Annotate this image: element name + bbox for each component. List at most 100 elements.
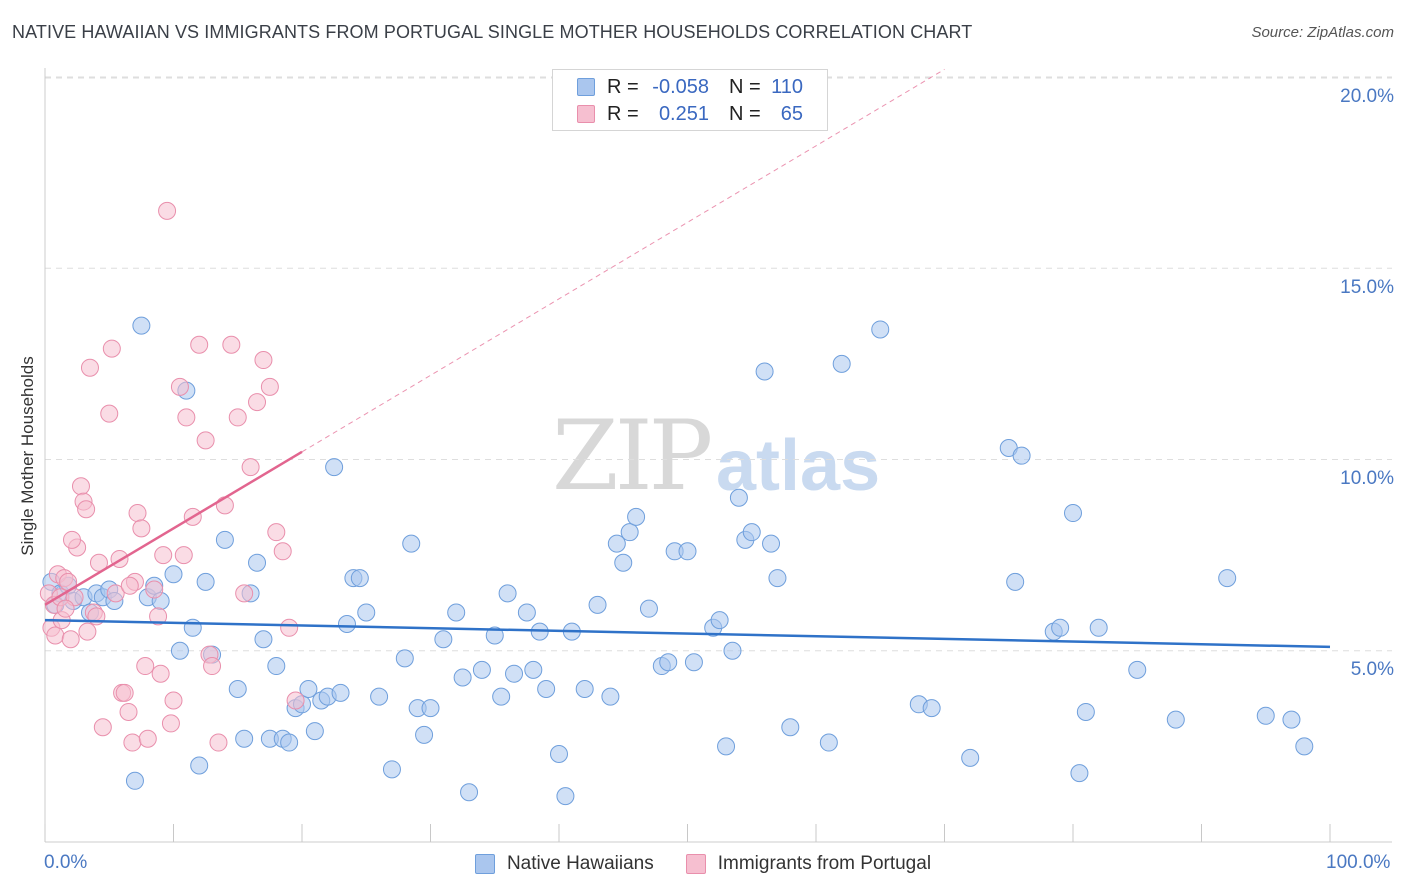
point-25 [119, 702, 138, 721]
legend-item-portugal[interactable]: Immigrants from Portugal [685, 853, 932, 875]
point-103 [1064, 504, 1082, 523]
point-45 [370, 687, 389, 706]
point-56 [472, 660, 491, 679]
point-43 [350, 569, 369, 588]
point-59 [78, 622, 97, 641]
point-73 [620, 523, 639, 542]
point-62 [154, 546, 173, 565]
point-30 [136, 657, 155, 676]
source-label: Source: ZipAtlas.com [1251, 24, 1394, 41]
point-57 [485, 626, 504, 645]
point-30 [267, 657, 286, 676]
point-44 [357, 603, 376, 622]
legend-label-portugal: Immigrants from Portugal [717, 853, 932, 874]
point-55 [267, 523, 286, 542]
point-16 [164, 565, 183, 584]
native-trend-line [44, 618, 1331, 649]
point-105 [1076, 702, 1095, 721]
native-hawaiians-points [42, 316, 1314, 806]
correlation-legend: R = -0.058 N = 110 R = 0.251 N = 65 [552, 69, 828, 131]
point-66 [556, 787, 575, 806]
point-45 [203, 657, 222, 676]
r-label: R = [607, 75, 639, 98]
legend-row-native: R = -0.058 N = 110 [553, 73, 803, 101]
point-14 [77, 500, 96, 519]
point-12 [71, 477, 90, 496]
point-53 [447, 603, 466, 622]
legend-item-native[interactable]: Native Hawaiians [474, 853, 654, 875]
point-24 [115, 683, 134, 702]
r-value: -0.058 [652, 75, 709, 98]
point-24 [228, 680, 247, 698]
n-value: 65 [780, 102, 803, 125]
n-label: N = [729, 75, 761, 98]
point-33 [149, 607, 168, 626]
point-109 [1218, 569, 1237, 588]
point-96 [922, 699, 941, 718]
point-12 [132, 316, 151, 335]
point-51 [241, 458, 260, 477]
y-axis-title: Single Mother Households [18, 356, 37, 556]
point-32 [280, 733, 299, 752]
point-21 [196, 572, 215, 591]
point-26 [123, 733, 142, 752]
watermark-zip: ZIP [552, 400, 713, 512]
point-42 [190, 335, 209, 354]
point-36 [161, 714, 180, 733]
point-79 [678, 542, 697, 561]
x-tick-0: 0.0% [44, 852, 88, 873]
blue-swatch [474, 854, 495, 874]
point-52 [248, 393, 267, 412]
point-37 [164, 691, 183, 710]
point-63 [120, 576, 139, 595]
point-38 [170, 377, 189, 396]
point-27 [248, 553, 267, 572]
point-111 [1282, 710, 1301, 729]
point-53 [254, 351, 273, 370]
point-39 [325, 458, 344, 477]
r-value: 0.251 [658, 102, 709, 125]
point-54 [260, 377, 279, 396]
point-74 [627, 507, 646, 526]
blue-swatch [577, 78, 595, 96]
point-100 [1012, 446, 1031, 465]
point-43 [196, 431, 215, 450]
point-59 [498, 584, 517, 603]
point-112 [1295, 737, 1314, 756]
grid-lines [45, 76, 1392, 652]
point-39 [174, 546, 193, 565]
point-47 [215, 496, 234, 515]
point-97 [961, 748, 980, 767]
point-40 [331, 683, 350, 702]
point-89 [762, 534, 781, 553]
point-83 [717, 737, 736, 756]
point-106 [1089, 618, 1108, 637]
point-58 [286, 691, 305, 710]
axes [44, 68, 1392, 843]
y-tick-15: 15.0% [1340, 277, 1394, 298]
point-9 [61, 630, 80, 649]
portugal-points [39, 201, 305, 752]
point-57 [280, 618, 299, 637]
point-62 [524, 660, 543, 679]
point-35 [158, 201, 177, 220]
point-77 [659, 653, 678, 672]
point-107 [1128, 660, 1147, 679]
portugal-trend-line [44, 450, 303, 606]
point-51 [421, 699, 440, 718]
point-34 [151, 664, 170, 683]
point-102 [1051, 618, 1070, 637]
point-71 [607, 534, 626, 553]
point-46 [382, 760, 401, 779]
point-36 [305, 722, 324, 741]
point-110 [1256, 706, 1275, 725]
point-29 [132, 519, 151, 538]
point-65 [550, 745, 568, 764]
point-47 [395, 649, 414, 668]
x-tick-100: 100.0% [1326, 852, 1391, 873]
point-46 [209, 733, 228, 752]
point-69 [588, 595, 607, 614]
point-11 [125, 771, 144, 790]
y-tick-20: 20.0% [1340, 86, 1394, 107]
legend-label-native: Native Hawaiians [506, 853, 654, 874]
